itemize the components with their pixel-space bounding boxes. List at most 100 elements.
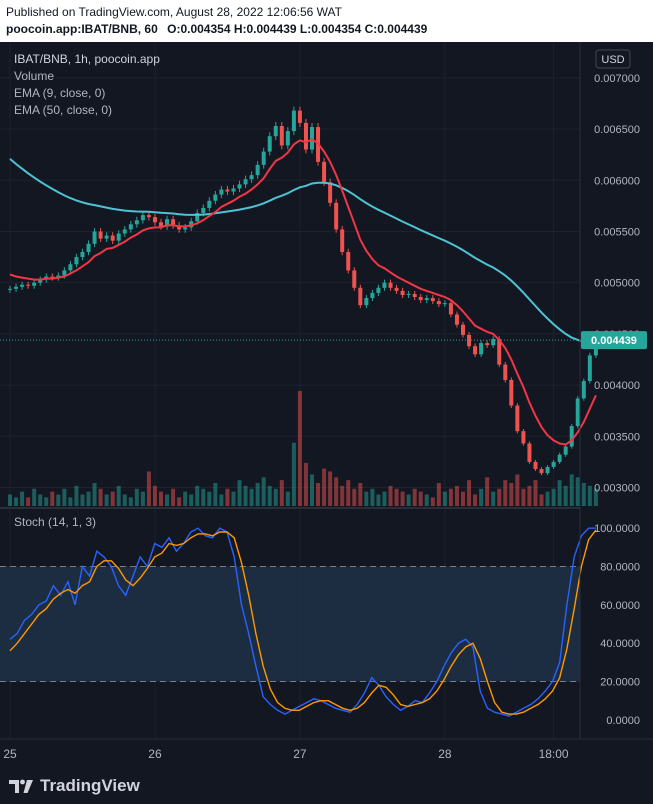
- candle-body[interactable]: [297, 110, 302, 123]
- candle-body[interactable]: [152, 217, 157, 223]
- candle-body[interactable]: [68, 264, 73, 271]
- candle-body[interactable]: [243, 179, 248, 185]
- candle-body[interactable]: [461, 324, 465, 335]
- candle-body[interactable]: [569, 426, 574, 447]
- candle-body[interactable]: [110, 235, 115, 241]
- candle-body[interactable]: [491, 339, 496, 346]
- candle-body[interactable]: [376, 287, 381, 293]
- candle-body[interactable]: [358, 287, 363, 306]
- candle-body[interactable]: [285, 131, 290, 146]
- candle-body[interactable]: [140, 215, 145, 221]
- candle-body[interactable]: [448, 303, 453, 315]
- candle-body[interactable]: [382, 282, 387, 288]
- candle-body[interactable]: [50, 276, 55, 278]
- candle-body[interactable]: [334, 202, 339, 230]
- stoch-axis[interactable]: 100.0000 80.0000 60.0000 40.0000 20.0000 0.00…: [594, 523, 640, 727]
- candle-body[interactable]: [545, 467, 550, 474]
- candle-body[interactable]: [26, 284, 31, 286]
- candle-body[interactable]: [146, 215, 151, 218]
- candle-body[interactable]: [442, 303, 447, 305]
- candle-body[interactable]: [237, 184, 242, 189]
- candle-body[interactable]: [394, 287, 399, 291]
- candle-body[interactable]: [503, 364, 508, 380]
- candle-body[interactable]: [406, 293, 411, 295]
- candle-body[interactable]: [436, 301, 441, 305]
- candle-body[interactable]: [273, 125, 278, 137]
- candle-body[interactable]: [479, 343, 484, 355]
- candle-body[interactable]: [201, 207, 206, 214]
- candle-body[interactable]: [454, 314, 459, 325]
- candle-body[interactable]: [340, 229, 345, 252]
- candles[interactable]: [8, 106, 598, 476]
- candle-body[interactable]: [261, 151, 266, 165]
- candle-body[interactable]: [80, 251, 85, 258]
- candle-body[interactable]: [563, 446, 568, 455]
- candle-body[interactable]: [122, 229, 127, 234]
- candle-body[interactable]: [346, 251, 351, 271]
- candle-body[interactable]: [539, 469, 544, 474]
- candle-body[interactable]: [364, 298, 369, 306]
- candle-body[interactable]: [291, 110, 296, 132]
- candle-body[interactable]: [86, 243, 91, 252]
- candle-body[interactable]: [231, 188, 236, 192]
- candle-body[interactable]: [424, 298, 429, 301]
- candle-body[interactable]: [8, 288, 12, 290]
- chart-area[interactable]: 0.007000 0.006500 0.006000 0.005500 0.005000…: [0, 42, 653, 770]
- candle-body[interactable]: [352, 270, 357, 288]
- tradingview-brand[interactable]: TradingView: [8, 776, 140, 796]
- candle-body[interactable]: [183, 227, 188, 230]
- candle-body[interactable]: [322, 161, 327, 183]
- candle-body[interactable]: [467, 334, 472, 347]
- chart-svg[interactable]: 0.007000 0.006500 0.006000 0.005500 0.005000…: [0, 42, 653, 770]
- candle-body[interactable]: [32, 282, 37, 286]
- candle-body[interactable]: [62, 270, 67, 276]
- candle-body[interactable]: [255, 164, 260, 176]
- candle-body[interactable]: [267, 136, 272, 152]
- candle-body[interactable]: [225, 189, 230, 192]
- candle-body[interactable]: [370, 292, 375, 299]
- candle-body[interactable]: [593, 345, 598, 356]
- candle-body[interactable]: [116, 233, 121, 241]
- candle-body[interactable]: [473, 346, 478, 355]
- candle-body[interactable]: [400, 290, 405, 295]
- candle-body[interactable]: [485, 343, 490, 346]
- candle-body[interactable]: [56, 275, 61, 278]
- candle-body[interactable]: [515, 405, 520, 432]
- candle-body[interactable]: [533, 461, 538, 470]
- candle-body[interactable]: [303, 122, 308, 150]
- candle-body[interactable]: [219, 189, 224, 195]
- candle-body[interactable]: [412, 293, 417, 298]
- candle-body[interactable]: [328, 182, 333, 203]
- candle-body[interactable]: [557, 454, 562, 462]
- candle-body[interactable]: [509, 379, 514, 406]
- candle-body[interactable]: [279, 125, 284, 146]
- candle-body[interactable]: [104, 235, 109, 239]
- candle-body[interactable]: [74, 257, 79, 265]
- candle-body[interactable]: [165, 219, 170, 227]
- candle-body[interactable]: [14, 286, 19, 289]
- candle-body[interactable]: [388, 282, 393, 288]
- candle-body[interactable]: [551, 461, 556, 468]
- price-axis[interactable]: 0.007000 0.006500 0.006000 0.005500 0.005000…: [594, 73, 640, 495]
- candle-body[interactable]: [213, 194, 218, 201]
- candle-body[interactable]: [159, 222, 163, 227]
- candle-body[interactable]: [20, 284, 25, 287]
- candle-body[interactable]: [527, 443, 532, 462]
- candle-body[interactable]: [521, 431, 526, 444]
- candle-body[interactable]: [249, 175, 254, 180]
- time-axis[interactable]: 25 26 27 28 18:00: [3, 747, 569, 761]
- candle-body[interactable]: [171, 219, 176, 226]
- candle-body[interactable]: [38, 279, 43, 283]
- candle-body[interactable]: [128, 224, 133, 230]
- currency-button[interactable]: USD: [595, 49, 631, 69]
- candle-body[interactable]: [497, 339, 502, 365]
- candle-body[interactable]: [92, 231, 97, 244]
- candle-body[interactable]: [587, 355, 592, 382]
- candle-body[interactable]: [98, 231, 103, 239]
- candle-body[interactable]: [207, 200, 212, 208]
- candle-body[interactable]: [581, 381, 586, 399]
- candle-body[interactable]: [575, 398, 580, 427]
- candle-body[interactable]: [134, 220, 139, 225]
- candle-body[interactable]: [195, 213, 200, 222]
- candle-body[interactable]: [418, 297, 423, 301]
